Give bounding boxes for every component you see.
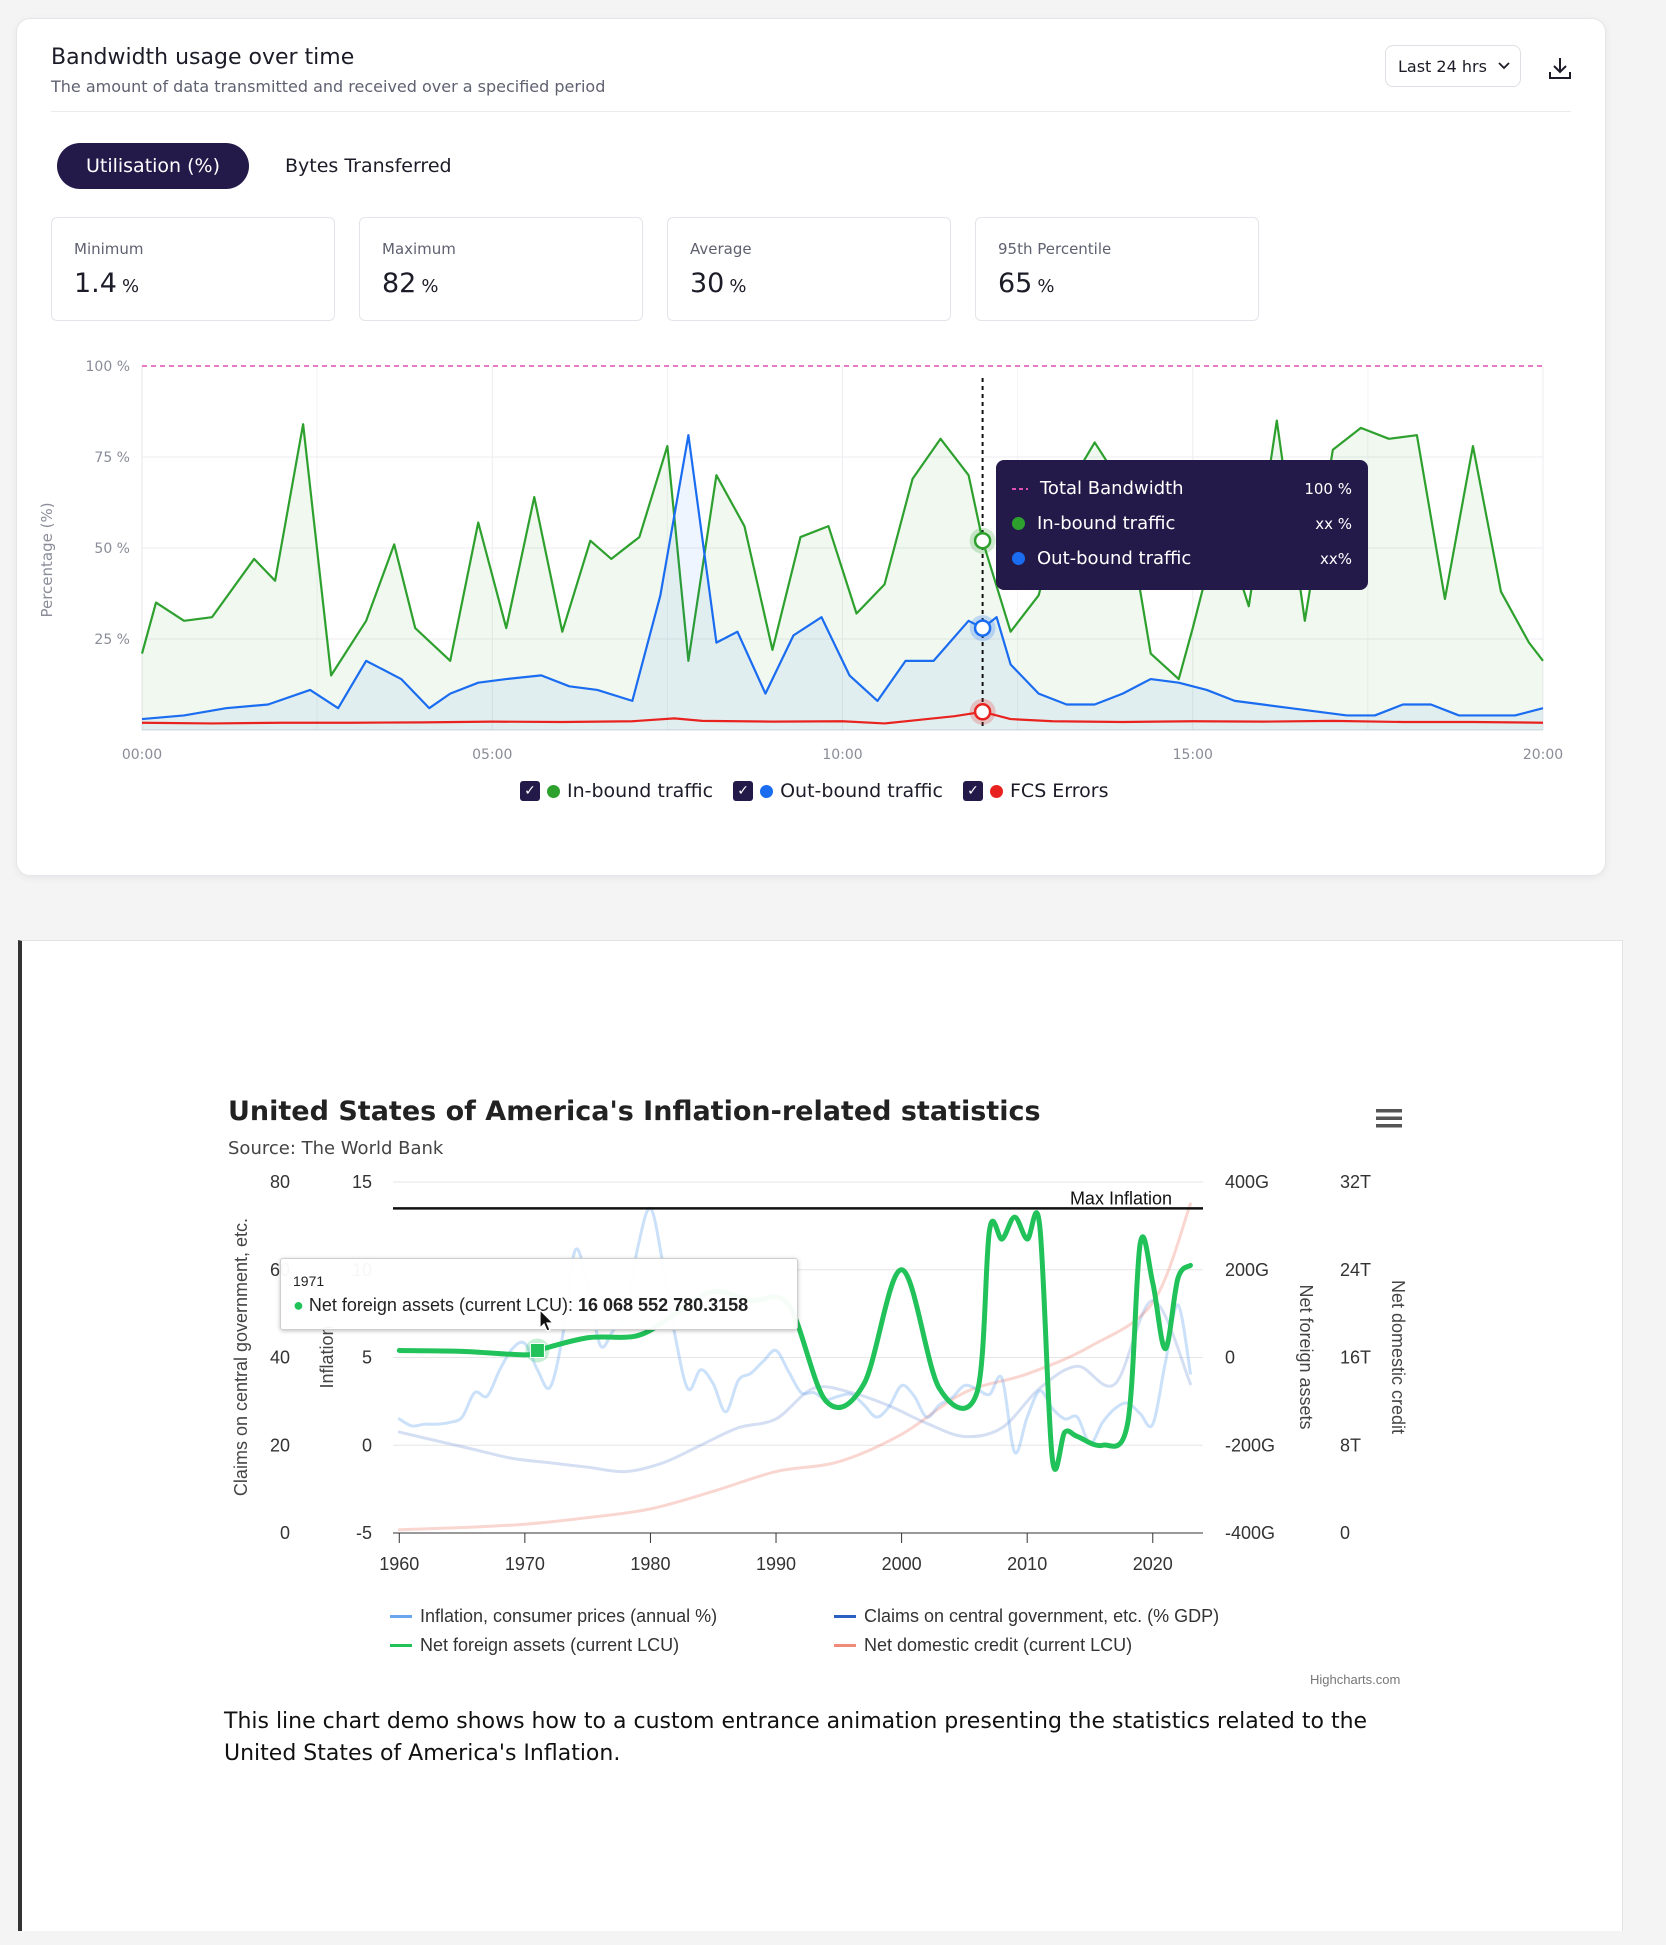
bandwidth-card: Bandwidth usage over time The amount of …	[16, 18, 1606, 876]
y-axis-title: Percentage (%)	[38, 502, 56, 617]
time-range-value: Last 24 hrs	[1398, 56, 1487, 76]
fcs-errors-line	[141, 710, 1544, 725]
fcs-errors-hover-marker	[973, 703, 992, 721]
card-title: Bandwidth usage over time	[51, 45, 355, 70]
tooltip-row-inbound: In-bound traffic xx %	[1012, 513, 1352, 534]
stat-label: Average	[690, 240, 752, 258]
inflation-tooltip: 1971 ● Net foreign assets (current LCU):…	[280, 1258, 798, 1330]
tooltip-year: 1971	[293, 1273, 325, 1289]
card-divider	[51, 111, 1571, 112]
inbound-traffic-area	[142, 420, 1543, 730]
card-subtitle: The amount of data transmitted and recei…	[51, 77, 606, 96]
hc-chart-title: United States of America's Inflation-rel…	[228, 1096, 1041, 1127]
stat-95th-percentile: 95th Percentile 65%	[975, 217, 1259, 321]
legend-item-net-foreign[interactable]: Net foreign assets (current LCU)	[390, 1635, 679, 1656]
tooltip-row-total: Total Bandwidth 100 %	[1012, 478, 1352, 499]
legend-item-fcs-errors[interactable]: ✓ FCS Errors	[963, 780, 1109, 802]
y-tick-label: 75 %	[94, 450, 130, 466]
tab-bytes-transferred[interactable]: Bytes Transferred	[285, 155, 452, 177]
stat-value: 65%	[998, 268, 1055, 299]
x-tick-label: 15:00	[1173, 747, 1213, 763]
bandwidth-chart: 25 % 50 % 75 % 100 % Percentage (%) 00:00 05:0…	[38, 359, 1563, 763]
outbound-traffic-hover-marker	[973, 619, 992, 637]
stat-average: Average 30%	[667, 217, 951, 321]
tooltip-line: ● Net foreign assets (current LCU): 16 0…	[293, 1295, 749, 1315]
blue-dot-icon	[1012, 552, 1025, 565]
x-tick-label: 20:00	[1523, 747, 1563, 763]
download-icon[interactable]	[1545, 53, 1575, 83]
hc-chart-subtitle: Source: The World Bank	[228, 1138, 444, 1159]
legend-item-claims[interactable]: Claims on central government, etc. (% GD…	[834, 1606, 1219, 1627]
time-range-select[interactable]: Last 24 hrs	[1385, 45, 1521, 87]
highcharts-demo-panel	[18, 940, 1623, 1931]
checkbox-checked-icon[interactable]: ✓	[733, 781, 754, 801]
stat-label: 95th Percentile	[998, 240, 1112, 258]
bandwidth-tooltip: Total Bandwidth 100 % In-bound traffic xx …	[996, 460, 1368, 590]
x-tick-label: 05:00	[472, 747, 512, 763]
y-tick-label: 50 %	[94, 541, 130, 557]
stat-label: Minimum	[74, 240, 144, 258]
blue-dot-icon	[760, 784, 774, 798]
checkbox-checked-icon[interactable]: ✓	[963, 781, 983, 801]
green-dot-icon	[1012, 517, 1025, 530]
checkbox-checked-icon[interactable]: ✓	[520, 781, 540, 801]
legend-item-inflation[interactable]: Inflation, consumer prices (annual %)	[390, 1606, 717, 1627]
bandwidth-legend: ✓ In-bound traffic ✓ Out-bound traffic ✓…	[520, 780, 1109, 802]
red-dot-icon	[990, 784, 1003, 798]
chart-description: This line chart demo shows how to a cust…	[224, 1709, 1368, 1766]
x-tick-label: 00:00	[122, 747, 162, 763]
outbound-traffic-line	[141, 434, 1544, 721]
inbound-traffic-hover-marker	[973, 531, 992, 550]
stat-label: Maximum	[382, 240, 456, 258]
stat-maximum: Maximum 82%	[359, 217, 643, 321]
stat-value: 30%	[690, 268, 747, 299]
hamburger-menu-icon[interactable]	[1376, 1108, 1402, 1128]
x-tick-label: 10:00	[822, 747, 862, 763]
mouse-cursor-icon	[539, 1308, 555, 1332]
legend-item-net-domestic[interactable]: Net domestic credit (current LCU)	[834, 1635, 1132, 1656]
legend-item-outbound[interactable]: ✓ Out-bound traffic	[733, 780, 943, 802]
y-tick-label: 100 %	[86, 359, 130, 375]
tooltip-row-outbound: Out-bound traffic xx%	[1012, 548, 1352, 569]
stat-value: 82%	[382, 268, 439, 299]
dashed-line-icon	[1012, 487, 1028, 490]
y-tick-label: 25 %	[94, 632, 130, 648]
green-dot-icon	[547, 784, 560, 798]
tab-utilisation[interactable]: Utilisation (%)	[57, 143, 249, 189]
stat-minimum: Minimum 1.4%	[51, 217, 335, 321]
highcharts-credits-link[interactable]: Highcharts.com	[1310, 1672, 1401, 1687]
chevron-down-icon	[1498, 62, 1510, 70]
legend-item-inbound[interactable]: ✓ In-bound traffic	[520, 780, 713, 802]
stat-value: 1.4%	[74, 268, 140, 299]
